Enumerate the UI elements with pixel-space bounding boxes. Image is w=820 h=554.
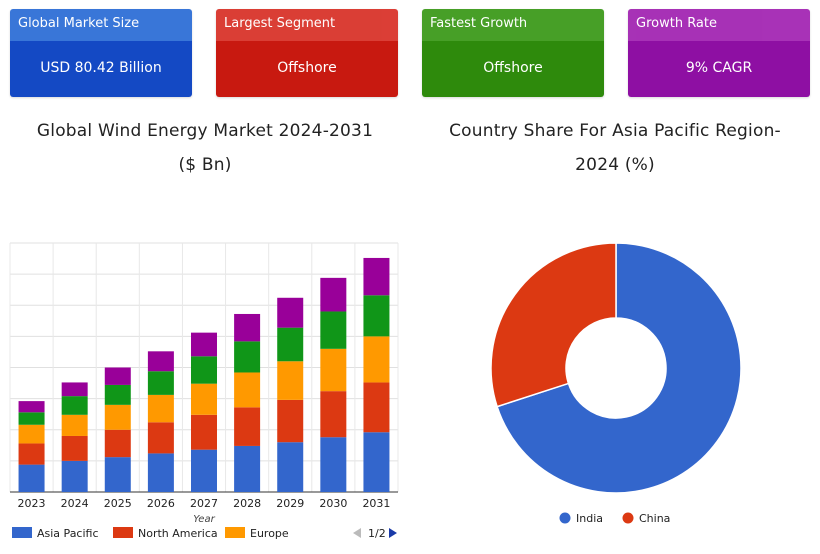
bar-segment [277,442,304,492]
bar-segment [147,453,174,492]
bar-segment [61,382,88,397]
card-fastest-growth: Fastest Growth Offshore [422,9,604,97]
card-growth-rate: Growth Rate 9% CAGR [628,9,810,97]
x-tick-label: 2031 [362,497,390,510]
bar-segment [191,383,217,415]
legend-swatch [225,527,245,538]
card-largest-segment: Largest Segment Offshore [216,9,398,97]
bar-segment [191,332,217,357]
bar-segment [18,464,45,492]
x-tick-label: 2026 [147,497,175,510]
bar-segment [104,404,131,430]
bar-segment [61,435,88,461]
pie-legend: India China [559,512,670,525]
bar-segment [234,372,261,408]
bar-segment [234,341,261,373]
bar-segment [191,449,217,492]
bar-segment [104,457,131,492]
x-tick-label: 2023 [18,497,46,510]
bar-segment [61,414,88,436]
x-tick-label: 2030 [319,497,347,510]
bar-segment [18,443,45,465]
legend-label: Europe [250,527,289,540]
bar-segment [61,396,88,415]
card-market-size: Global Market Size USD 80.42 Billion [10,9,192,97]
bar-segment [363,336,390,383]
card-label: Growth Rate [628,9,810,41]
legend-label: India [576,512,603,525]
bar-segment [104,367,131,385]
x-axis-title: Year [193,514,215,525]
card-label: Fastest Growth [422,9,604,41]
x-tick-label: 2025 [104,497,132,510]
bar-segment [320,391,347,438]
card-label: Global Market Size [10,9,192,41]
bar-segment [147,371,174,395]
bar-segment [234,313,261,342]
bar-segment [18,412,45,425]
right-chart-title-line1: Country Share For Asia Pacific Region- [449,121,781,141]
legend-dot [622,512,634,524]
stacked-bar-chart: 2023 2024 2025 2026 2027 2028 2029 2030 2031 Year… [9,242,399,540]
bar-segment [18,424,45,444]
bar-segment [363,432,390,492]
bar-segment [320,437,347,492]
legend-label: China [639,512,670,525]
bar-segment [147,394,174,423]
bar-segment [191,414,217,450]
left-chart-title-line1: Global Wind Energy Market 2024-2031 [36,121,374,141]
x-tick-label: 2028 [233,497,261,510]
bar-segment [277,399,304,443]
card-label: Largest Segment [216,9,398,41]
x-tick-label: 2027 [190,497,218,510]
bar-segment [320,277,347,312]
x-tick-label: 2024 [61,497,89,510]
bar-segment [320,311,347,349]
bar-segment [363,257,390,296]
bar-segment [234,407,261,446]
legend-next-icon [389,528,397,538]
legend-swatch [12,527,32,538]
bar-segment [234,445,261,492]
legend-dot [559,512,571,524]
bar-segment [277,327,304,362]
card-value: Offshore [216,41,398,97]
bar-segment [147,422,174,454]
bar-segment [277,297,304,328]
bar-segment [104,429,131,458]
bar-segment [320,348,347,392]
legend-label: North America [138,527,218,540]
bar-segment [104,384,131,405]
right-chart-title: Country Share For Asia Pacific Region- 2… [415,114,815,182]
pie-slice [496,242,742,494]
bar-segment [363,295,390,337]
right-chart-title-line2: 2024 (%) [575,155,655,175]
legend-prev-icon [353,528,361,538]
bar-segment [191,356,217,384]
card-value: USD 80.42 Billion [10,41,192,97]
bar-segment [61,460,88,492]
card-value: Offshore [422,41,604,97]
card-value: 9% CAGR [628,41,810,97]
x-tick-label: 2029 [276,497,304,510]
bar-segment [277,361,304,400]
left-chart-title-line2: ($ Bn) [178,155,232,175]
bar-segment [147,351,174,372]
bar-segment [363,382,390,433]
legend-swatch [113,527,133,538]
legend-label: Asia Pacific [37,527,99,540]
bar-segment [18,401,45,413]
legend-page-indicator: 1/2 [368,527,386,540]
left-chart-title: Global Wind Energy Market 2024-2031 ($ B… [5,114,405,182]
bar-legend: Asia Pacific North America Europe 1/2 [12,527,397,540]
pie-slice [490,242,617,408]
